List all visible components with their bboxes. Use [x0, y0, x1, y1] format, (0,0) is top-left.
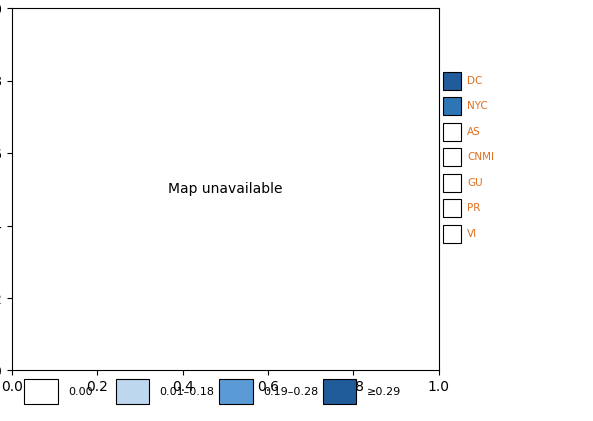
Text: VI: VI — [467, 229, 477, 239]
Text: 0.01–0.18: 0.01–0.18 — [159, 386, 214, 397]
Text: GU: GU — [467, 178, 483, 188]
FancyBboxPatch shape — [219, 379, 253, 404]
FancyBboxPatch shape — [443, 148, 461, 166]
FancyBboxPatch shape — [24, 379, 58, 404]
Text: NYC: NYC — [467, 101, 487, 111]
FancyBboxPatch shape — [116, 379, 149, 404]
FancyBboxPatch shape — [443, 123, 461, 141]
Text: ≥0.29: ≥0.29 — [366, 386, 401, 397]
FancyBboxPatch shape — [323, 379, 356, 404]
FancyBboxPatch shape — [443, 174, 461, 192]
Text: Map unavailable: Map unavailable — [168, 182, 283, 197]
FancyBboxPatch shape — [443, 200, 461, 217]
Text: DC: DC — [467, 76, 482, 85]
Text: AS: AS — [467, 127, 481, 137]
Text: CNMI: CNMI — [467, 152, 494, 162]
FancyBboxPatch shape — [443, 72, 461, 90]
Text: PR: PR — [467, 203, 480, 213]
FancyBboxPatch shape — [443, 225, 461, 243]
FancyBboxPatch shape — [443, 97, 461, 115]
Text: 0.00: 0.00 — [68, 386, 93, 397]
Text: 0.19–0.28: 0.19–0.28 — [263, 386, 318, 397]
